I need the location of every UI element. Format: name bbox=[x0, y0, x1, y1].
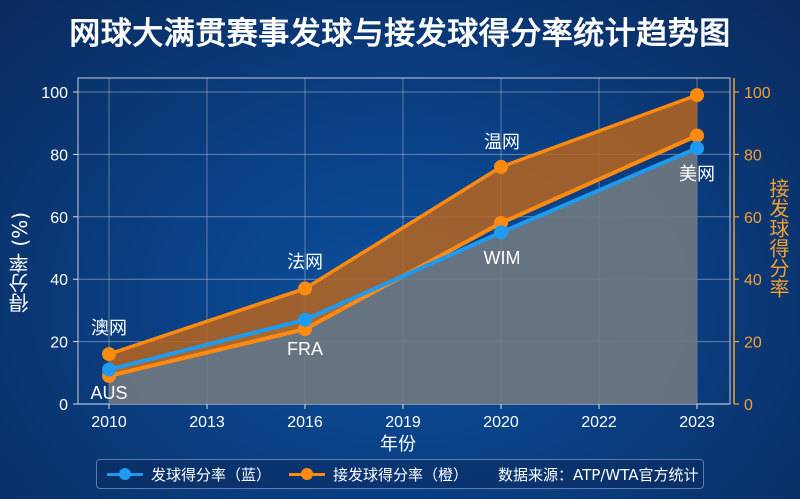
x-tick-label: 2013 bbox=[189, 414, 225, 431]
serve-line bbox=[108, 146, 698, 372]
x-tick-label: 2022 bbox=[581, 414, 617, 431]
legend-serve-line-icon bbox=[107, 467, 143, 480]
annotation-top: 温网 bbox=[484, 132, 520, 153]
return-upper-line bbox=[108, 93, 698, 356]
annotation-bottom: WIM bbox=[484, 248, 521, 268]
legend-return-line-icon bbox=[289, 467, 326, 480]
legend-serve-label: 发球得分率（蓝） bbox=[151, 465, 272, 484]
legend-item-serve[interactable]: 发球得分率（蓝） bbox=[107, 464, 271, 485]
return-marker bbox=[690, 128, 704, 143]
y-tick-label-right: 0 bbox=[744, 397, 753, 414]
annotation-bottom: FRA bbox=[287, 339, 323, 359]
y-tick-label-right: 20 bbox=[744, 335, 762, 352]
y-axis-left-label-text: 得分率 (%) bbox=[8, 212, 32, 313]
annotation-top: 澳网 bbox=[91, 318, 127, 339]
serve-marker bbox=[102, 362, 116, 377]
serve-marker bbox=[298, 312, 312, 327]
y-tick-label-left: 40 bbox=[50, 272, 68, 289]
legend: 发球得分率（蓝） 接发球得分率（橙） 数据来源：ATP/WTA官方统计 bbox=[96, 459, 704, 489]
chart-title: 网球大满贯赛事发球与接发球得分率统计趋势图 bbox=[69, 16, 731, 52]
y-tick-label-right: 80 bbox=[744, 147, 762, 164]
y-axis-right-label-text: 接发球得分率 bbox=[766, 178, 790, 298]
return-upper-marker bbox=[298, 281, 312, 296]
annotation-bottom: AUS bbox=[90, 383, 127, 403]
y-tick-label-left: 100 bbox=[41, 85, 68, 102]
serve-marker bbox=[494, 225, 508, 240]
data-source-note: 数据来源：ATP/WTA官方统计 bbox=[498, 465, 699, 484]
y-axis-left-label: 得分率 (%) bbox=[8, 212, 32, 317]
legend-item-return[interactable]: 接发球得分率（橙） bbox=[289, 464, 468, 485]
annotation-top: 法网 bbox=[287, 252, 323, 273]
return-upper-marker bbox=[102, 347, 116, 362]
y-axis-right-label: 接发球得分率 bbox=[766, 178, 790, 302]
x-tick-label: 2019 bbox=[385, 414, 421, 431]
legend-return-label: 接发球得分率（橙） bbox=[333, 465, 469, 484]
serve-marker bbox=[690, 141, 704, 156]
y-tick-label-right: 60 bbox=[744, 210, 762, 227]
y-tick-label-right: 40 bbox=[744, 272, 762, 289]
x-axis-label: 年份 bbox=[380, 434, 416, 455]
y-tick-label-right: 100 bbox=[744, 85, 771, 102]
return-upper-marker bbox=[494, 159, 508, 174]
x-tick-label: 2010 bbox=[91, 414, 127, 431]
y-tick-label-left: 0 bbox=[59, 397, 68, 414]
y-tick-label-left: 80 bbox=[50, 147, 68, 164]
y-tick-label-left: 20 bbox=[50, 335, 68, 352]
x-tick-label: 2023 bbox=[679, 414, 715, 431]
y-tick-label-left: 60 bbox=[50, 210, 68, 227]
annotation-top: 美网 bbox=[679, 164, 715, 185]
x-tick-label: 2016 bbox=[287, 414, 323, 431]
return-upper-marker bbox=[690, 88, 704, 103]
x-tick-label: 2020 bbox=[483, 414, 519, 431]
